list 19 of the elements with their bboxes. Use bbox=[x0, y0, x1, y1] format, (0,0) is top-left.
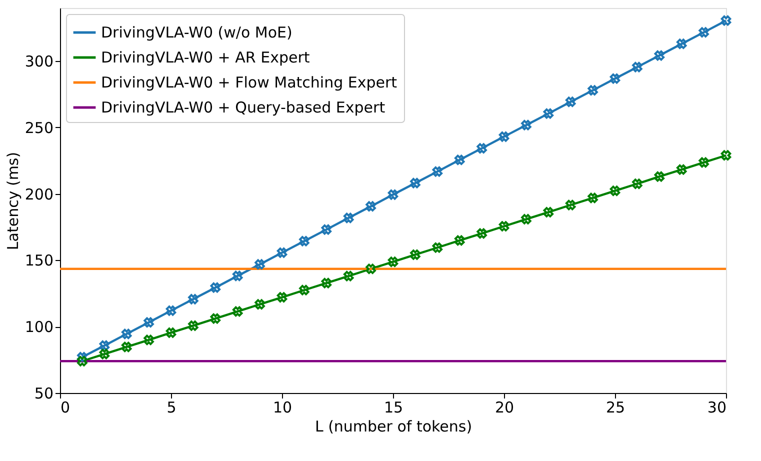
x-tick-label: 10 bbox=[272, 398, 292, 416]
x-tick-label: 0 bbox=[60, 398, 70, 416]
legend-label: DrivingVLA-W0 + Query-based Expert bbox=[101, 98, 386, 116]
legend-label: DrivingVLA-W0 (w/o MoE) bbox=[101, 24, 292, 42]
y-axis-title: Latency (ms) bbox=[4, 152, 22, 250]
y-tick-label: 150 bbox=[24, 252, 54, 270]
y-tick-label: 250 bbox=[24, 118, 54, 137]
y-tick-label: 200 bbox=[24, 185, 54, 204]
x-tick-label: 5 bbox=[166, 398, 176, 416]
y-tick-label: 300 bbox=[24, 52, 54, 71]
x-tick-label: 15 bbox=[384, 398, 404, 416]
legend-label: DrivingVLA-W0 + AR Expert bbox=[101, 48, 310, 66]
legend-label: DrivingVLA-W0 + Flow Matching Expert bbox=[101, 74, 398, 92]
x-tick-label: 30 bbox=[707, 398, 726, 416]
x-axis-title: L (number of tokens) bbox=[314, 418, 472, 436]
x-tick-label: 20 bbox=[494, 398, 514, 416]
y-tick-label: 50 bbox=[34, 384, 54, 402]
x-tick-label: 25 bbox=[606, 398, 626, 416]
y-tick-label: 100 bbox=[24, 318, 54, 336]
